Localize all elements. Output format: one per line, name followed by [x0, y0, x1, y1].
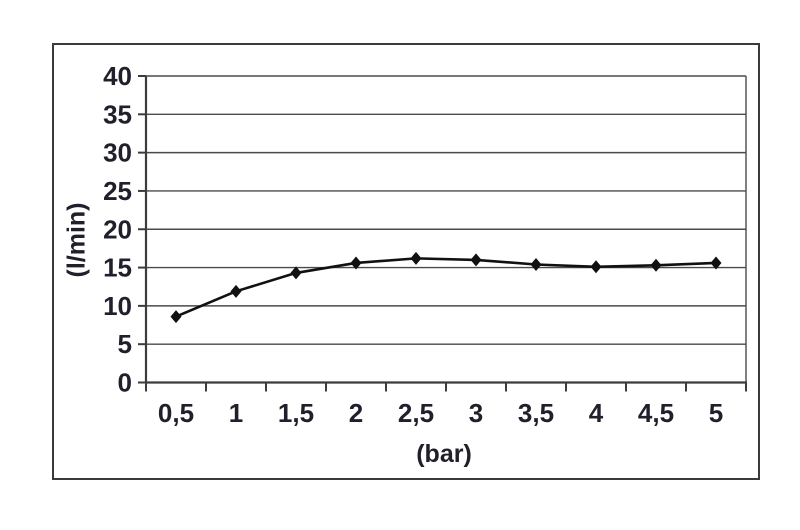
y-tick-label: 25	[103, 176, 132, 206]
x-tick-label: 5	[709, 398, 723, 428]
x-tick-label: 1,5	[278, 398, 314, 428]
x-tick-label: 2,5	[398, 398, 434, 428]
chart-frame	[52, 43, 760, 480]
y-axis-title: (l/min)	[62, 202, 91, 278]
y-tick-label: 30	[103, 138, 132, 168]
data-point-marker	[470, 253, 482, 267]
data-point-marker	[530, 257, 542, 271]
data-point-marker	[230, 284, 242, 298]
y-tick-label: 20	[103, 214, 132, 244]
data-point-marker	[710, 256, 722, 270]
data-point-marker	[350, 256, 362, 270]
y-tick-label: 15	[103, 253, 132, 283]
data-point-marker	[410, 251, 422, 265]
x-tick-label: 1	[229, 398, 243, 428]
x-tick-label: 3,5	[518, 398, 554, 428]
y-tick-label: 0	[118, 368, 132, 398]
data-point-marker	[170, 310, 182, 324]
y-tick-label: 5	[118, 329, 132, 359]
data-point-marker	[290, 266, 302, 280]
y-tick-label: 40	[103, 61, 132, 91]
series-line	[174, 257, 718, 318]
x-tick-label: 4,5	[638, 398, 674, 428]
x-tick-label: 4	[589, 398, 604, 428]
y-tick-label: 35	[103, 99, 132, 129]
x-tick-label: 2	[349, 398, 363, 428]
data-point-marker	[590, 260, 602, 274]
y-tick-label: 10	[103, 291, 132, 321]
x-axis-title: (bar)	[416, 440, 472, 468]
x-tick-label: 0,5	[158, 398, 194, 428]
x-tick-label: 3	[469, 398, 483, 428]
data-point-marker	[650, 258, 662, 272]
